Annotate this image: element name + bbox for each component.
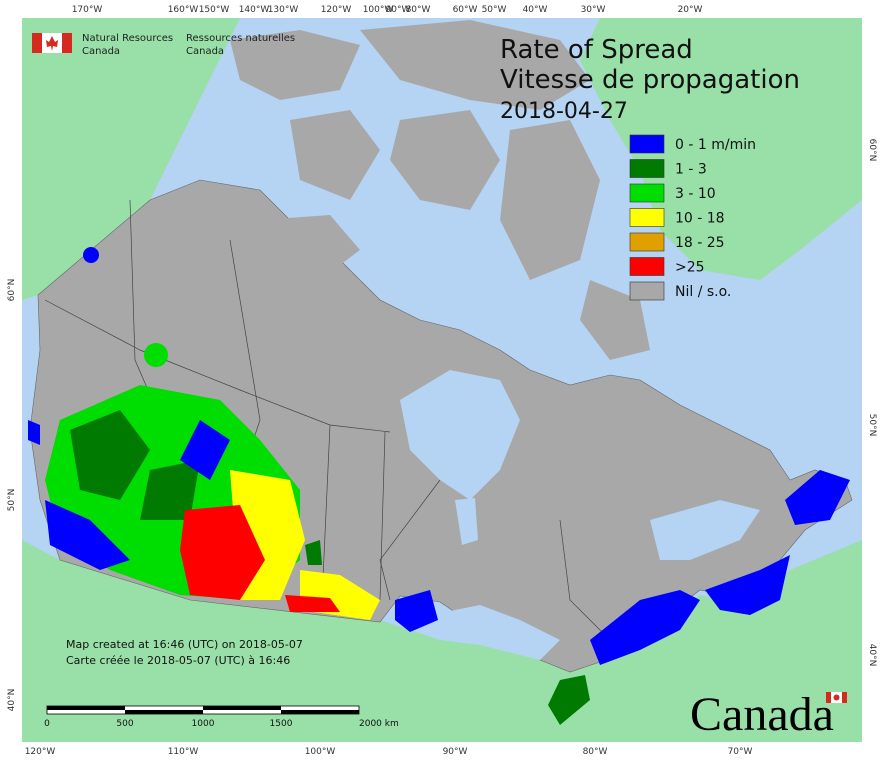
scale-bar-segment (281, 710, 359, 714)
latitude-label: 40°N (7, 689, 17, 712)
longitude-label: 70°W (728, 747, 753, 757)
fire-patches (28, 247, 850, 725)
usa (22, 540, 862, 742)
canada-wordmark: Canada (690, 688, 834, 741)
greenland (580, 18, 862, 280)
legend: 0 - 1 m/min 1 - 3 3 - 10 10 - 18 18 - 25 >25 N… (629, 134, 756, 301)
map-frame (22, 18, 862, 742)
longitude-label: 20°W (678, 5, 703, 15)
scale-label: 1000 (192, 719, 215, 729)
longitude-label: 90°W (443, 747, 468, 757)
scale-label: 500 (116, 719, 133, 729)
legend-label: Nil / s.o. (675, 284, 731, 300)
legend-swatch (629, 208, 665, 227)
legend-swatch (629, 232, 665, 252)
legend-swatch (629, 159, 665, 178)
scale-bar-segment (47, 706, 125, 710)
latitude-label: 60°N (867, 139, 877, 162)
boundaries (44, 199, 621, 651)
scale-label: 1500 (270, 719, 293, 729)
longitude-label: 100°W (305, 747, 336, 757)
arctic-islands (230, 20, 650, 360)
legend-label: 10 - 18 (675, 211, 725, 227)
credit-en: Map created at 16:46 (UTC) on 2018-05-07 (66, 638, 303, 651)
longitude-label: 110°W (168, 747, 199, 757)
latitude-label: 50°N (867, 414, 877, 437)
agency-en: Natural Resources (82, 33, 173, 44)
agency-en: Canada (82, 46, 120, 57)
title-fr: Vitesse de propagation (500, 65, 800, 95)
latitude-label: 60°N (7, 279, 17, 302)
legend-label: 1 - 3 (675, 162, 707, 178)
legend-swatch (629, 257, 665, 276)
legend-label: 18 - 25 (675, 235, 725, 251)
legend-swatch (629, 281, 665, 301)
title: Rate of Spread (500, 35, 693, 65)
latitude-label: 40°N (867, 644, 877, 667)
great-lakes (430, 605, 560, 660)
longitude-label: 60°W (453, 5, 478, 15)
flag-bar (32, 33, 42, 53)
scale-bar-segment (125, 710, 203, 714)
legend-label: >25 (675, 260, 705, 276)
james-bay (455, 498, 478, 545)
maple-leaf (46, 36, 58, 51)
flag-bar (62, 33, 72, 53)
latitude-label: 50°N (7, 489, 17, 512)
longitude-label: 40°W (523, 5, 548, 15)
legend-label: 0 - 1 m/min (675, 137, 756, 153)
longitude-label: 160°W (168, 5, 199, 15)
scale-bar: 0 500 1000 1500 2000 km (44, 705, 399, 729)
scale-label: 0 (44, 719, 50, 729)
longitude-label: 130°W (268, 5, 299, 15)
hudson-bay (400, 370, 520, 500)
scale-bar-segment (203, 706, 281, 710)
longitude-label: 100°W (363, 5, 394, 15)
agency-signature: Natural Resources Canada Ressources natu… (32, 33, 295, 57)
map-date: 2018-04-27 (500, 99, 628, 124)
longitude-label: 120°W (321, 5, 352, 15)
legend-label: 3 - 10 (675, 186, 716, 202)
credit-fr: Carte créée le 2018-05-07 (UTC) à 16:46 (66, 654, 290, 667)
longitude-label: 140°W (239, 5, 270, 15)
legend-swatch (629, 134, 665, 154)
scale-label: 2000 km (359, 719, 399, 729)
longitude-label: 80°W (406, 5, 431, 15)
longitude-label: 120°W (25, 747, 56, 757)
longitude-label: 80°W (583, 747, 608, 757)
longitude-label: 50°W (482, 5, 507, 15)
agency-fr: Ressources naturelles (186, 33, 295, 44)
longitude-label: 150°W (199, 5, 230, 15)
longitude-label: 170°W (72, 5, 103, 15)
agency-fr: Canada (186, 46, 224, 57)
alaska (22, 18, 240, 300)
gulf-st-lawrence (650, 500, 760, 560)
legend-swatch (629, 183, 665, 203)
longitude-label: 90°W (386, 5, 411, 15)
longitude-label: 30°W (581, 5, 606, 15)
wordmark-flag (826, 692, 847, 703)
